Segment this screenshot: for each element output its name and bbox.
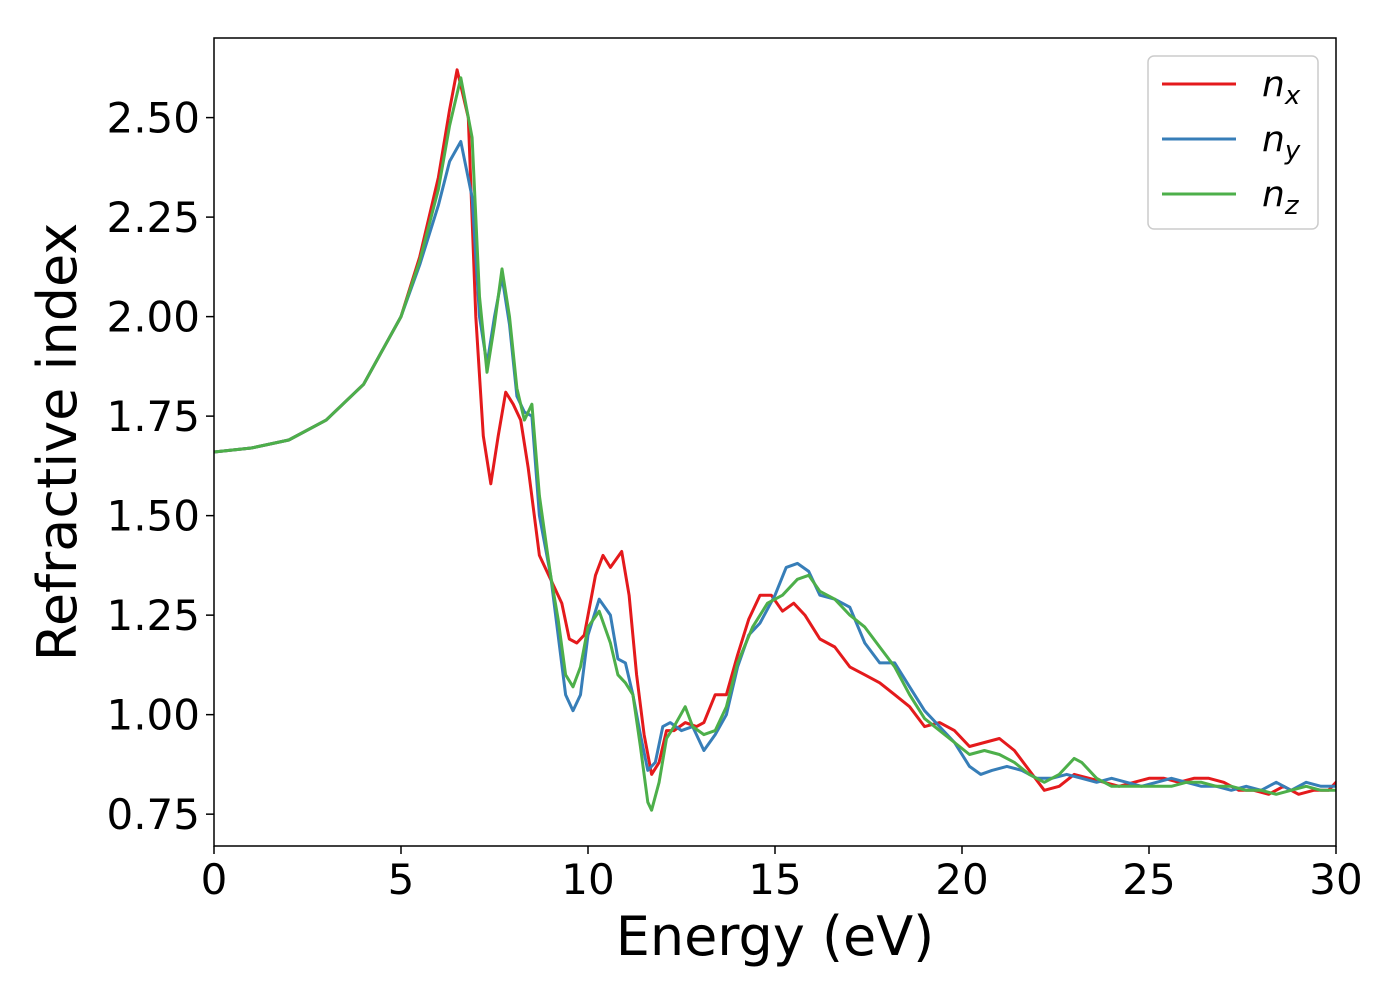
x-tick-label: 30: [1309, 855, 1362, 904]
y-axis: 0.75 1.00 1.25 1.50 1.75 2.00 2.25 2.50: [106, 94, 214, 839]
x-axis-title: Energy (eV): [616, 905, 935, 968]
series-line-z: [214, 76, 1336, 812]
y-tick-label: 2.25: [106, 193, 200, 242]
legend-label-y: ny: [1262, 119, 1301, 166]
y-axis-title: Refractive index: [26, 223, 89, 662]
x-tick-label: 25: [1122, 855, 1175, 904]
y-tick-label: 1.50: [106, 492, 200, 541]
legend-box: [1147, 55, 1319, 230]
y-tick-label: 2.00: [106, 293, 200, 342]
series-layer: [214, 68, 1336, 812]
legend-label-x: nx: [1262, 64, 1301, 111]
x-axis: 0 5 10 15 20 25 30: [201, 846, 1363, 904]
x-tick-label: 10: [561, 855, 614, 904]
legend: nx ny nz: [1147, 55, 1319, 230]
x-tick-label: 5: [388, 855, 415, 904]
y-tick-label: 0.75: [106, 790, 200, 839]
x-tick-label: 0: [201, 855, 228, 904]
x-tick-label: 20: [935, 855, 988, 904]
y-tick-label: 1.25: [106, 591, 200, 640]
series-line-x: [214, 68, 1336, 796]
y-tick-label: 2.50: [106, 94, 200, 143]
legend-label-z: nz: [1262, 174, 1300, 221]
y-tick-label: 1.75: [106, 392, 200, 441]
x-tick-label: 15: [748, 855, 801, 904]
y-tick-label: 1.00: [106, 691, 200, 740]
